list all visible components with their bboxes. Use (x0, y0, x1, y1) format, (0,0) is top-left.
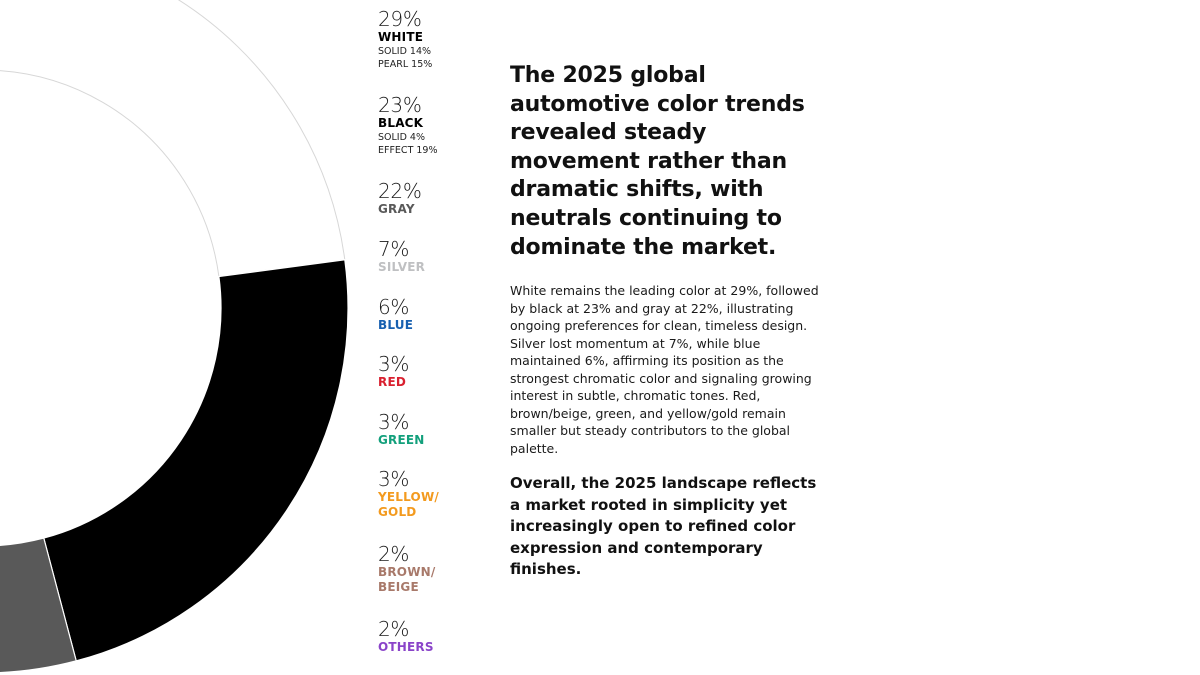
legend-item: 2% BROWN/BEIGE (378, 543, 435, 595)
legend-percent: 2% (378, 617, 410, 641)
legend-label: RED (378, 375, 406, 389)
donut-slice-gray (0, 537, 77, 674)
legend-item: 3% YELLOW/GOLD (378, 468, 439, 520)
legend-item: 7% SILVER (378, 238, 425, 275)
legend-percent: 3% (378, 410, 410, 434)
legend-item: 22% GRAY (378, 180, 422, 217)
legend-item: 3% GREEN (378, 411, 425, 448)
body-paragraph: White remains the leading color at 29%, … (510, 283, 819, 456)
donut-chart (0, 0, 349, 674)
legend-percent: 23% (378, 93, 422, 117)
text-column: The 2025 global automotive color trends … (510, 62, 820, 581)
legend-percent: 3% (378, 352, 410, 376)
legend-item: 6% BLUE (378, 296, 413, 333)
legend-percent: 29% (378, 7, 422, 31)
legend-sublabel: PEARL 15% (378, 59, 433, 70)
legend-sublabel: EFFECT 19% (378, 145, 438, 156)
legend-label: YELLOW/ (378, 490, 439, 504)
legend-label: GOLD (378, 505, 417, 519)
legend-label: BROWN/ (378, 565, 436, 579)
legend-sublabel: SOLID 4% (378, 132, 426, 143)
conclusion-paragraph: Overall, the 2025 landscape reflects a m… (510, 474, 817, 579)
legend-percent: 6% (378, 295, 410, 319)
legend-label: BLACK (378, 116, 424, 130)
legend-percent: 3% (378, 467, 410, 491)
legend-item: 23% BLACK SOLID 4% EFFECT 19% (378, 94, 438, 157)
donut-slice-white (0, 0, 346, 278)
legend-label: OTHERS (378, 640, 434, 654)
legend-item: 3% RED (378, 353, 409, 390)
legend-label: WHITE (378, 30, 424, 44)
legend-sublabel: SOLID 14% (378, 46, 432, 57)
legend-percent: 2% (378, 542, 410, 566)
legend-percent: 7% (378, 237, 410, 261)
legend-label: GRAY (378, 202, 415, 216)
legend-percent: 22% (378, 179, 422, 203)
legend-label: BLUE (378, 318, 414, 332)
donut-slice-black (43, 259, 349, 662)
legend-label: BEIGE (378, 580, 419, 594)
headline: The 2025 global automotive color trends … (510, 63, 805, 260)
legend-label: GREEN (378, 433, 425, 447)
legend-label: SILVER (378, 260, 426, 274)
legend-item: 2% OTHERS (378, 618, 434, 655)
legend-item: 29% WHITE SOLID 14% PEARL 15% (378, 8, 432, 71)
